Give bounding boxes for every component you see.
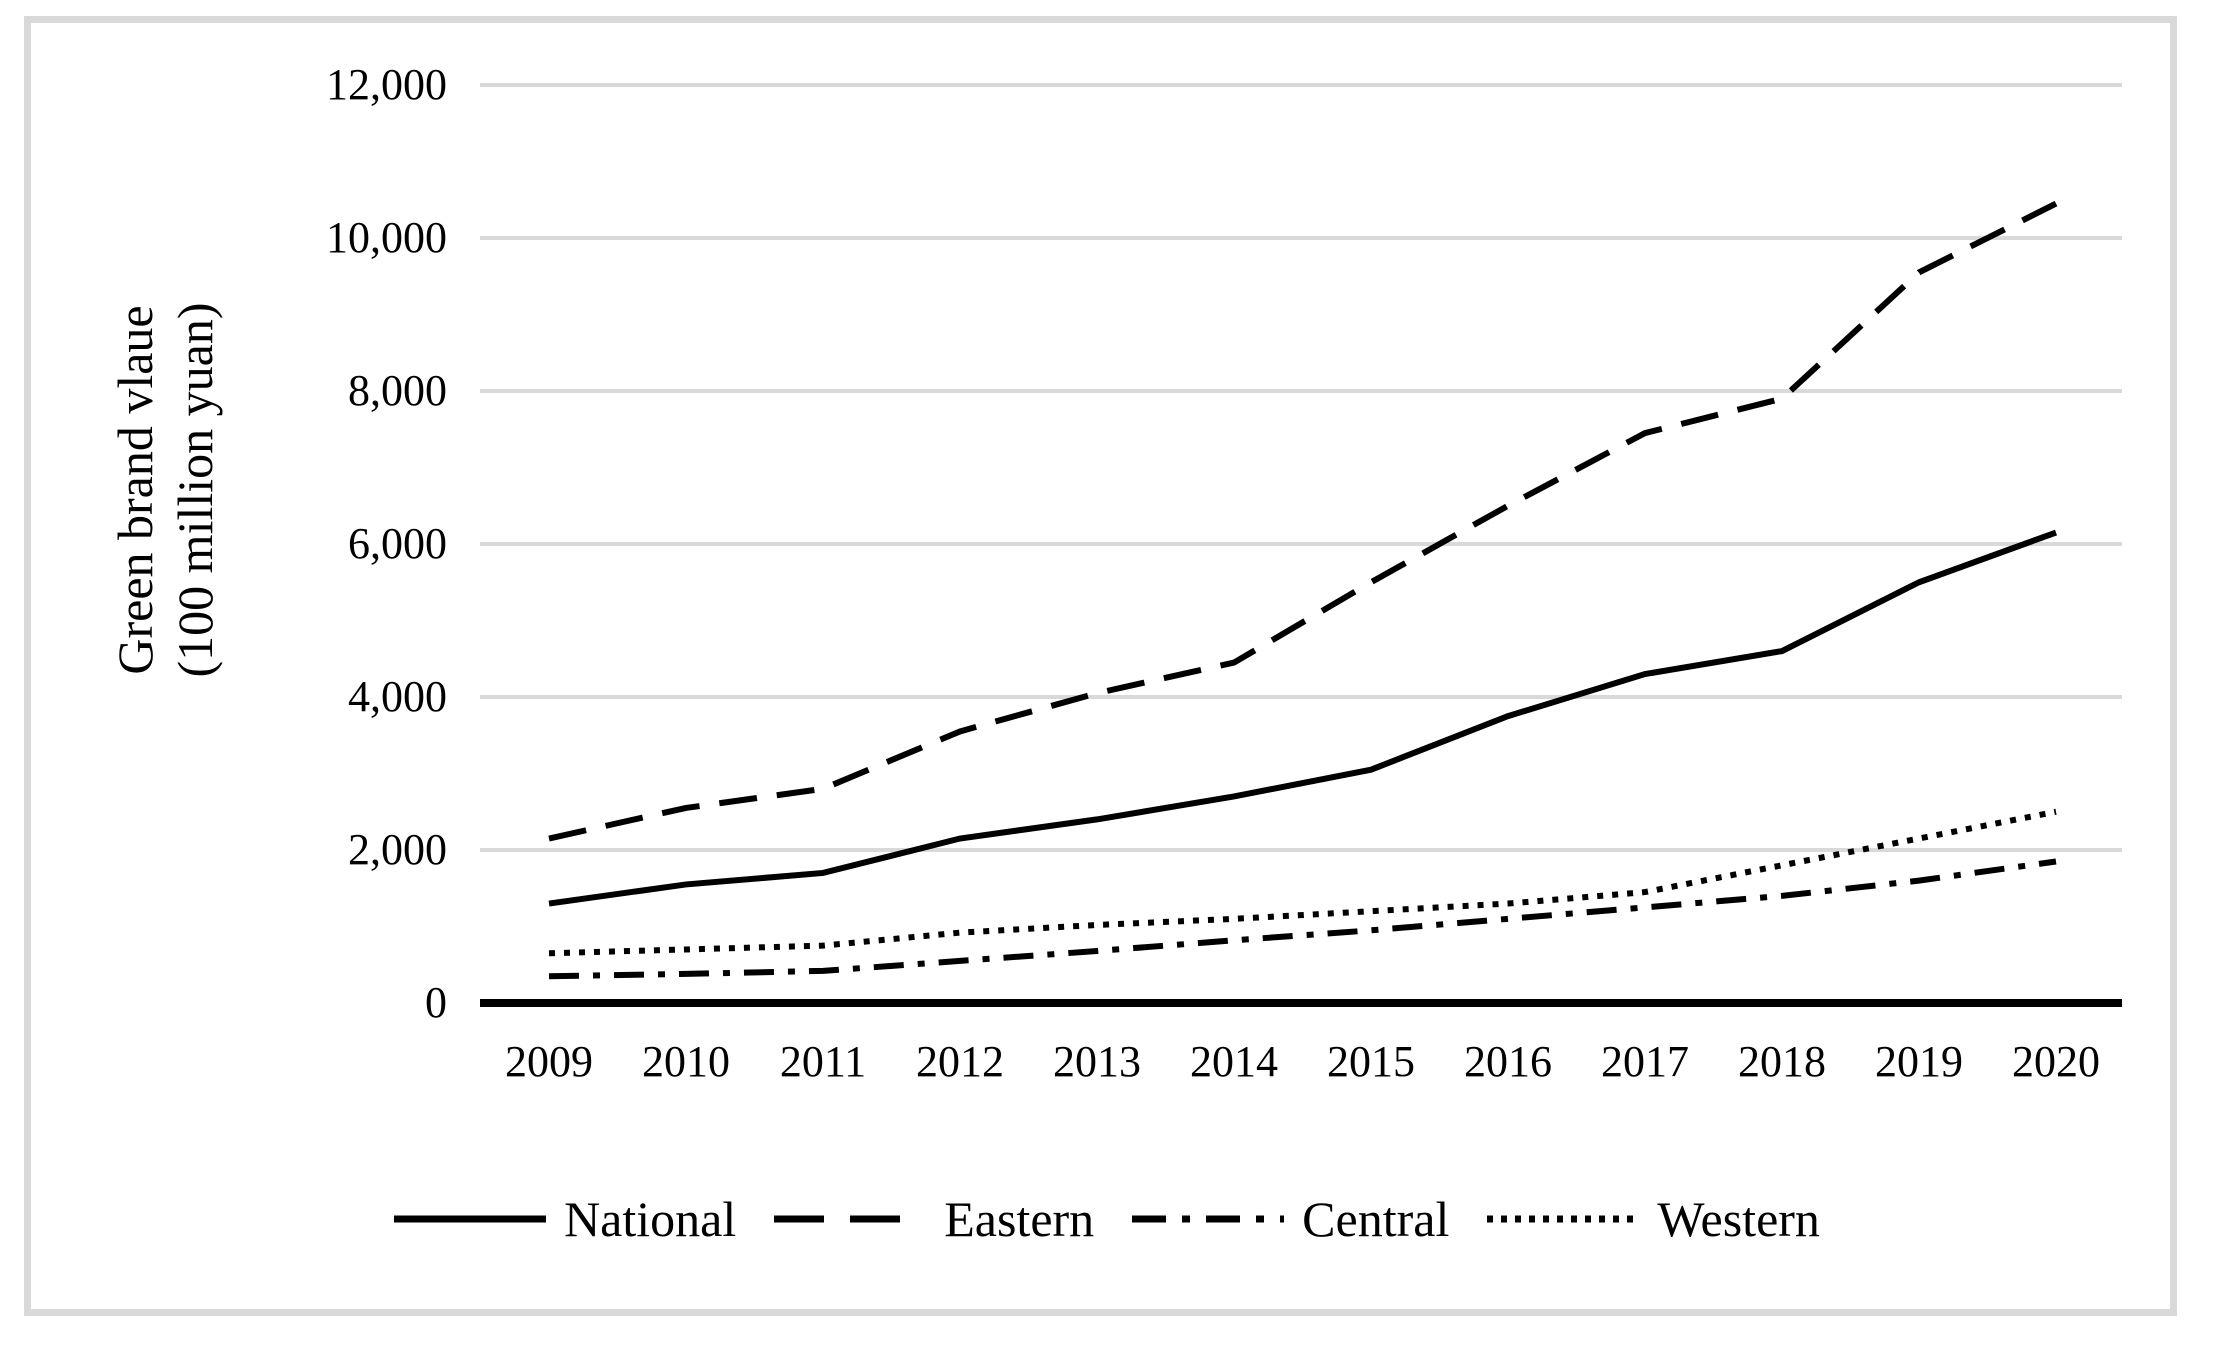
legend-swatch-dashdot [1132, 1215, 1285, 1223]
x-tick-label: 2015 [1327, 1037, 1415, 1086]
legend-label: National [564, 1191, 737, 1247]
legend-item-western: Western [1487, 1190, 1820, 1248]
series-line-central [548, 858, 2057, 980]
x-tick-label: 2016 [1464, 1037, 1552, 1086]
chart-legend: National Eastern Central Western [0, 1190, 2214, 1248]
x-tick-label: 2017 [1601, 1037, 1689, 1086]
x-tick-label: 2020 [2012, 1037, 2100, 1086]
y-tick-label: 2,000 [348, 825, 447, 874]
legend-swatch-dotted [1487, 1215, 1640, 1223]
y-tick-label: 10,000 [326, 213, 447, 262]
series-line-eastern [548, 200, 2058, 842]
legend-label: Western [1657, 1191, 1820, 1247]
x-tick-label: 2010 [642, 1037, 730, 1086]
legend-item-national: National [394, 1190, 736, 1248]
legend-item-central: Central [1132, 1190, 1449, 1248]
x-tick-label: 2009 [505, 1037, 593, 1086]
y-tick-label: 0 [425, 978, 447, 1027]
y-axis-title-line1: Green brand vlaue [107, 305, 163, 675]
x-tick-label: 2011 [779, 1037, 867, 1086]
x-tick-label: 2013 [1053, 1037, 1141, 1086]
y-axis-title: Green brand vlaue (100 million yuan) [105, 303, 225, 678]
y-axis-title-line2: (100 million yuan) [167, 302, 223, 678]
y-tick-label: 4,000 [348, 672, 447, 721]
y-tick-label: 12,000 [326, 60, 447, 109]
legend-swatch-solid [394, 1215, 547, 1223]
legend-item-eastern: Eastern [774, 1190, 1094, 1248]
x-tick-label: 2014 [1190, 1037, 1278, 1086]
legend-label: Central [1302, 1191, 1450, 1247]
x-tick-label: 2018 [1738, 1037, 1826, 1086]
y-tick-label: 6,000 [348, 519, 447, 568]
figure-border [24, 16, 2177, 1316]
legend-label: Eastern [944, 1191, 1095, 1247]
series-line-western [548, 808, 2057, 957]
y-tick-label: 8,000 [348, 366, 447, 415]
x-tick-label: 2019 [1875, 1037, 1963, 1086]
legend-swatch-dashed [774, 1215, 927, 1223]
x-tick-label: 2012 [916, 1037, 1004, 1086]
series-line-national [548, 529, 2058, 907]
